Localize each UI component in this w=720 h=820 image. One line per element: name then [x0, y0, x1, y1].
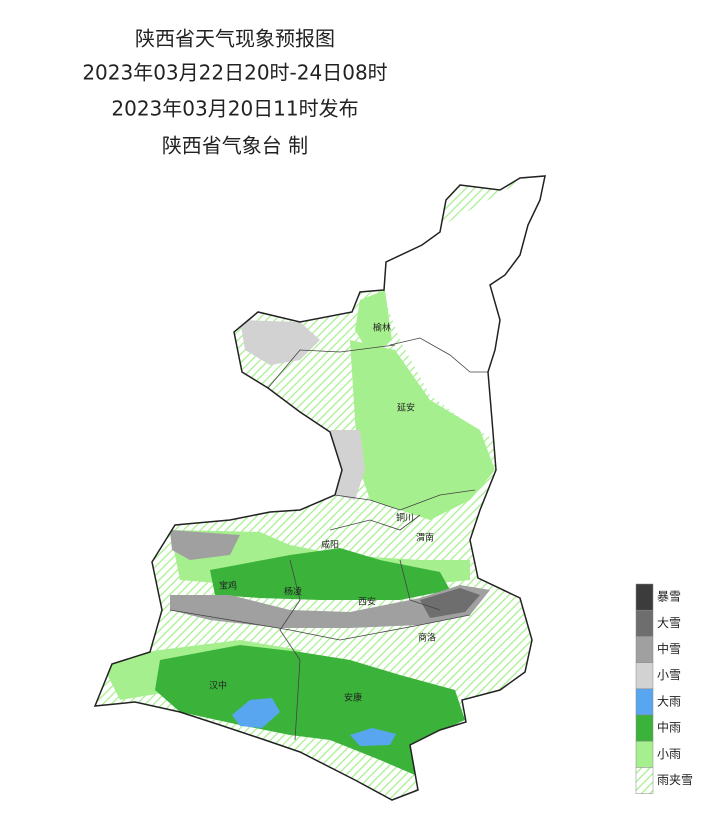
city-label: 渭南	[416, 532, 434, 544]
legend-label: 大雪	[657, 616, 681, 630]
legend-swatch	[635, 662, 654, 690]
header: 陕西省天气现象预报图 2023年03月22日20时-24日08时 2023年03…	[82, 27, 387, 158]
light-rain-area	[350, 340, 495, 520]
legend-label: 暴雪	[657, 590, 681, 604]
city-label: 商洛	[418, 632, 436, 644]
legend-label: 小雨	[657, 747, 681, 761]
legend-swatch	[635, 688, 654, 716]
city-label: 延安	[397, 402, 415, 414]
issue-time: 2023年03月20日11时发布	[111, 97, 358, 121]
city-labels: 榆林 延安 铜川 渭南 咸阳 宝鸡 杨凌 西安 商洛 汉中 安康	[209, 322, 436, 704]
moderate-rain-area	[210, 548, 450, 600]
light-snow-area	[240, 320, 320, 365]
city-label: 汉中	[209, 680, 227, 692]
legend-swatch	[635, 609, 654, 637]
legend-label: 中雨	[657, 720, 681, 735]
issuer: 陕西省气象台 制	[162, 134, 308, 158]
legend-label: 中雪	[657, 641, 681, 656]
heavy-rain-area	[232, 698, 280, 728]
legend-swatch	[635, 767, 654, 794]
city-label: 杨凌	[284, 586, 302, 598]
legend-swatch	[635, 740, 654, 768]
city-borders	[169, 337, 488, 741]
precip-areas	[95, 176, 545, 800]
legend-label: 小雪	[657, 668, 681, 682]
moderate-snow-area	[170, 585, 490, 628]
city-label: 铜川	[396, 512, 414, 524]
heavy-rain-area	[350, 728, 396, 746]
city-label: 咸阳	[321, 539, 339, 551]
legend-swatch	[635, 636, 654, 663]
light-rain-area	[355, 290, 392, 355]
city-label: 安康	[344, 692, 362, 704]
legend-swatch	[635, 583, 654, 611]
moderate-snow-area	[170, 530, 240, 560]
legend-label: 雨夹雪	[657, 773, 693, 787]
title: 陕西省天气现象预报图	[135, 27, 335, 51]
legend-label: 大雨	[657, 694, 681, 708]
heavy-snow-area	[420, 588, 480, 618]
city-label: 宝鸡	[219, 580, 237, 592]
legend-swatch	[635, 714, 654, 742]
city-label: 西安	[358, 596, 376, 608]
valid-period: 2023年03月22日20时-24日08时	[82, 61, 387, 85]
city-label: 榆林	[373, 322, 391, 334]
